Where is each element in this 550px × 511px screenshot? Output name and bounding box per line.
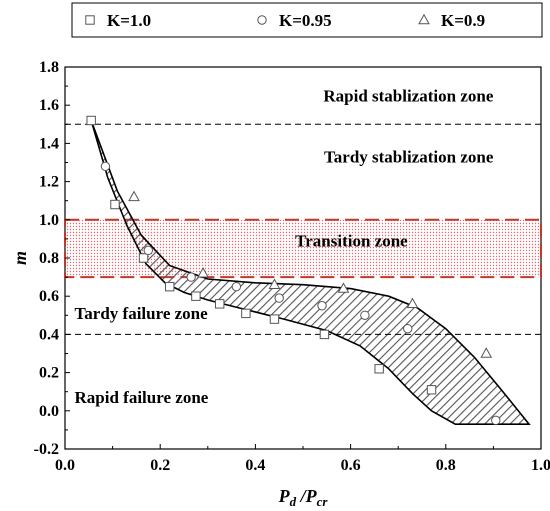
x-tick-label: 0.0 xyxy=(55,457,75,474)
y-tick-label: 1.8 xyxy=(39,59,59,76)
legend-box xyxy=(71,2,543,38)
y-tick-label: 1.2 xyxy=(39,174,59,191)
data-point xyxy=(197,267,209,278)
legend-marker xyxy=(85,15,95,25)
y-tick-label: 0.8 xyxy=(39,250,59,267)
x-axis-title: Pd /Pcr xyxy=(278,486,329,509)
data-point xyxy=(274,293,284,303)
legend-label: K=1.0 xyxy=(107,11,151,30)
x-tick-label: 0.8 xyxy=(436,457,456,474)
data-point xyxy=(406,297,419,309)
y-tick-label: -0.2 xyxy=(34,441,59,458)
data-point xyxy=(138,253,149,263)
markers xyxy=(86,115,501,426)
zone-label: Tardy failure zone xyxy=(75,304,209,323)
envelope-band xyxy=(90,120,531,425)
data-point xyxy=(403,323,413,334)
legend: K=1.0 K=0.95 K=0.9 xyxy=(71,2,543,38)
x-tick-label: 0.2 xyxy=(150,457,170,474)
data-point xyxy=(480,347,493,358)
legend-entries: K=1.0 K=0.95 K=0.9 xyxy=(85,11,485,30)
data-point xyxy=(426,385,437,395)
data-point xyxy=(491,415,501,426)
x-tick-label: 1.0 xyxy=(531,457,550,474)
y-tick-label: 1.0 xyxy=(39,212,59,229)
x-tick-label: 0.6 xyxy=(341,457,361,474)
x-axis: 0.0 0.2 0.4 0.6 0.8 1.0 xyxy=(55,444,550,474)
zone-labels: Rapid stablization zone Tardy stablizatio… xyxy=(75,86,494,407)
data-point xyxy=(268,278,281,289)
zone-label: Rapid stablization zone xyxy=(323,86,493,105)
data-point xyxy=(374,364,384,374)
data-point xyxy=(215,299,225,309)
y-tick-label: 0.6 xyxy=(39,288,59,305)
data-point xyxy=(360,310,370,320)
y-tick-label: 0.4 xyxy=(39,326,59,343)
data-point xyxy=(269,314,280,324)
legend-label: K=0.95 xyxy=(279,11,332,30)
legend-label: K=0.9 xyxy=(441,11,485,30)
data-point xyxy=(186,272,196,282)
data-point xyxy=(241,308,251,319)
legend-marker xyxy=(257,15,267,25)
data-point xyxy=(337,282,350,293)
data-point xyxy=(86,115,96,126)
zone-label: Rapid failure zone xyxy=(75,388,209,407)
data-point xyxy=(319,329,330,340)
data-point xyxy=(165,281,175,292)
legend-marker xyxy=(418,13,430,25)
y-axis: -0.2 0.0 0.2 0.4 0.6 0.8 1.0 1.2 1.4 1.6 1.8 xyxy=(34,59,70,458)
data-point xyxy=(100,161,111,172)
y-tick-label: 1.4 xyxy=(39,135,59,152)
data-point xyxy=(128,190,140,202)
y-tick-label: 1.6 xyxy=(39,97,59,114)
zone-label: Tardy stablization zone xyxy=(324,148,494,167)
data-point xyxy=(191,291,201,301)
data-point xyxy=(143,245,154,256)
plot-area: Rapid stablization zone Tardy stablizatio… xyxy=(64,66,542,450)
y-tick-label: 0.0 xyxy=(39,403,59,420)
data-point xyxy=(231,281,242,292)
x-tick-label: 0.4 xyxy=(245,457,265,474)
zone-label: Transition zone xyxy=(295,232,408,251)
y-axis-title: m xyxy=(10,251,30,265)
y-tick-label: 0.2 xyxy=(39,365,59,382)
data-point xyxy=(317,301,327,311)
data-point xyxy=(110,199,120,210)
